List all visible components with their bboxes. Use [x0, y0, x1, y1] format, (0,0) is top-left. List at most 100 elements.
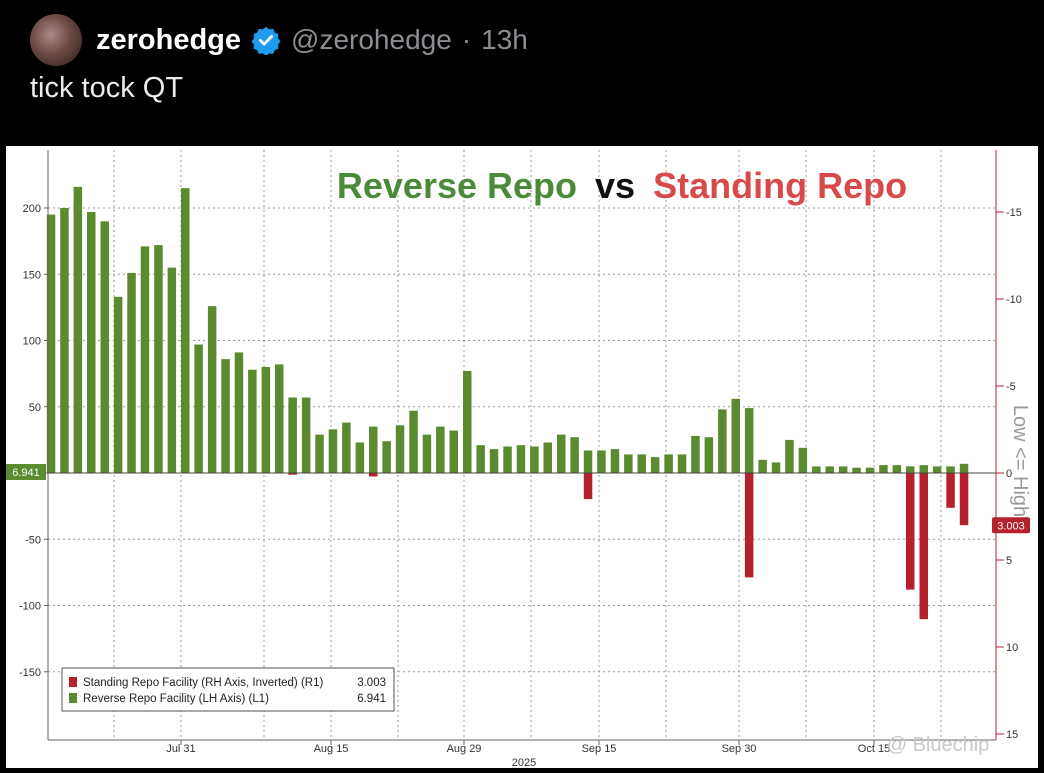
reverse-repo-bar [664, 454, 673, 473]
display-name[interactable]: zerohedge [96, 23, 242, 56]
reverse-repo-bar [812, 466, 821, 473]
reverse-repo-bar [46, 214, 56, 473]
right-value-tag-bg [992, 517, 1030, 534]
reverse-repo-bar [140, 246, 150, 473]
x-tick-label: Oct 15 [858, 743, 890, 755]
reverse-repo-bar [637, 454, 646, 473]
reverse-repo-bar [932, 466, 942, 473]
bars [46, 186, 969, 620]
handle[interactable]: @zerohedge [291, 24, 452, 55]
reverse-repo-bar [503, 446, 512, 473]
reverse-repo-bar [838, 466, 848, 473]
reverse-repo-bar [597, 450, 606, 473]
legend-swatch-standing-repo [69, 677, 77, 687]
x-tick-label: Aug 15 [314, 743, 349, 755]
reverse-repo-bar [275, 364, 284, 473]
right-tick-label: 15 [1006, 729, 1018, 741]
reverse-repo-bar [476, 445, 485, 473]
standing-repo-bar [959, 473, 969, 526]
separator: · [461, 24, 472, 55]
right-axis-label: Low <= High [1009, 405, 1031, 517]
standing-repo-bar [744, 473, 754, 578]
reverse-repo-bar [73, 186, 83, 474]
left-tick-label: -50 [25, 534, 41, 546]
reverse-repo-bar [248, 369, 257, 473]
legend-label-reverse-repo: Reverse Repo Facility (LH Axis) (L1) [83, 693, 269, 705]
year-label: 2025 [512, 757, 536, 768]
reverse-repo-bar [395, 425, 405, 473]
reverse-repo-bar [113, 296, 123, 473]
standing-repo-bar [288, 473, 297, 475]
standing-repo-bar [583, 473, 593, 500]
reverse-repo-bar [785, 439, 794, 473]
right-tick-label: -15 [1006, 207, 1022, 219]
avatar[interactable] [30, 14, 82, 66]
reverse-repo-bar [744, 408, 754, 473]
reverse-repo-bar [610, 449, 620, 473]
reverse-repo-bar [301, 397, 311, 473]
x-tick-label: Aug 29 [447, 743, 482, 755]
left-tick-label: 100 [23, 336, 41, 348]
reverse-repo-bar [959, 463, 969, 473]
timestamp[interactable]: 13h [481, 24, 528, 55]
left-value-tag: 6.941 [6, 464, 46, 480]
reverse-repo-bar [422, 434, 432, 473]
reverse-repo-bar [865, 467, 875, 473]
tweet-header: zerohedge @zerohedge · 13h tick tock QT [0, 0, 1044, 146]
reverse-repo-bar [557, 434, 566, 473]
reverse-repo-bar [530, 446, 539, 473]
reverse-repo-bar [624, 454, 633, 473]
standing-repo-bar [369, 473, 378, 477]
reverse-repo-bar [489, 449, 499, 473]
left-value-tag-bg [6, 464, 46, 480]
axes: 200 150 100 50 0 -50 -100 -150 Jul 31 Aug 15 Aug 2… [6, 150, 1031, 769]
legend: Standing Repo Facility (RH Axis, Inverte… [61, 667, 395, 712]
reverse-repo-bar [369, 426, 378, 473]
reverse-repo-bar [677, 454, 687, 473]
watermark: @ Bluechip [887, 734, 990, 756]
chart: 200 150 100 50 0 -50 -100 -150 Jul 31 Aug 15 Aug 2… [6, 150, 1031, 769]
right-tick-label: -5 [1006, 381, 1016, 393]
title-standing-repo: Standing Repo [653, 165, 907, 206]
reverse-repo-bar [288, 397, 297, 473]
left-tick-label: -150 [19, 667, 41, 679]
reverse-repo-bar [825, 466, 834, 473]
reverse-repo-bar [261, 367, 271, 473]
right-tick-label: 10 [1006, 642, 1018, 654]
reverse-repo-bar [154, 245, 163, 473]
chart-image[interactable]: 200 150 100 50 0 -50 -100 -150 Jul 31 Aug 15 Aug 2… [6, 146, 1038, 769]
reverse-repo-bar [879, 465, 888, 473]
right-value-tag-text: 3.003 [997, 520, 1025, 532]
reverse-repo-bar [543, 442, 552, 473]
reverse-repo-bar [892, 465, 902, 473]
reverse-repo-bar [60, 208, 69, 473]
legend-value-reverse-repo: 6.941 [357, 693, 386, 705]
x-tick-label: Sep 30 [722, 743, 757, 755]
reverse-repo-bar [946, 466, 955, 473]
reverse-repo-bar [355, 442, 365, 473]
right-tick-label: 5 [1006, 555, 1012, 567]
chart-title: Reverse Repo vs Standing Repo [337, 165, 907, 206]
reverse-repo-bar [650, 457, 660, 473]
legend-swatch-reverse-repo [69, 693, 77, 703]
reverse-repo-bar [167, 267, 177, 473]
reverse-repo-bar [342, 422, 351, 473]
standing-repo-bar [906, 473, 915, 590]
tweet-author-row: zerohedge @zerohedge · 13h [96, 20, 528, 60]
reverse-repo-bar [852, 467, 861, 473]
standing-repo-bar [946, 473, 955, 508]
right-tick-label: 0 [1006, 468, 1012, 480]
reverse-repo-bar [758, 459, 767, 474]
left-value-tag-text: 6.941 [12, 467, 40, 479]
reverse-repo-bar [463, 371, 472, 473]
reverse-repo-bar [328, 429, 338, 473]
reverse-repo-bar [221, 359, 230, 473]
reverse-repo-bar [87, 212, 96, 473]
reverse-repo-bar [906, 466, 915, 473]
reverse-repo-bar [449, 430, 458, 473]
reverse-repo-bar [771, 462, 781, 473]
reverse-repo-bar [100, 221, 109, 474]
reverse-repo-bar [315, 434, 324, 473]
reverse-repo-bar [409, 410, 418, 473]
title-vs: vs [595, 165, 635, 206]
